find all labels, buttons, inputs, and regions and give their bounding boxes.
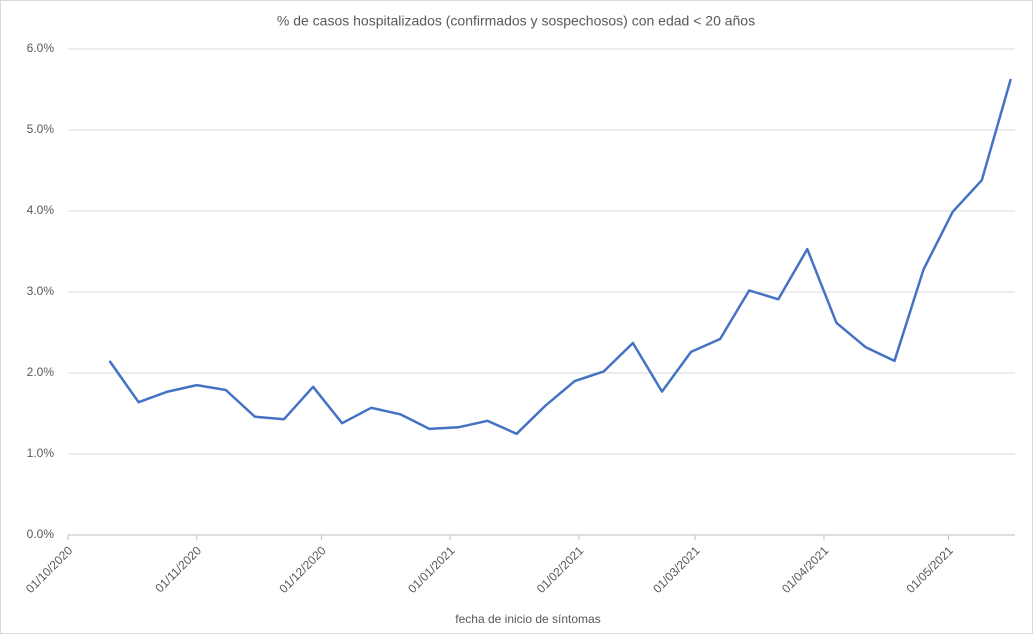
y-tick-label: 5.0% (27, 122, 55, 136)
y-tick-label: 6.0% (27, 41, 55, 55)
y-tick-label: 3.0% (27, 284, 55, 298)
line-series (108, 78, 1013, 436)
chart-title: % de casos hospitalizados (confirmados y… (277, 13, 755, 29)
y-tick-label: 0.0% (27, 527, 55, 541)
y-tick-label: 4.0% (27, 203, 55, 217)
y-tick-label: 1.0% (27, 446, 55, 460)
y-tick-label: 2.0% (27, 365, 55, 379)
x-axis-label: fecha de inicio de síntomas (455, 612, 600, 626)
